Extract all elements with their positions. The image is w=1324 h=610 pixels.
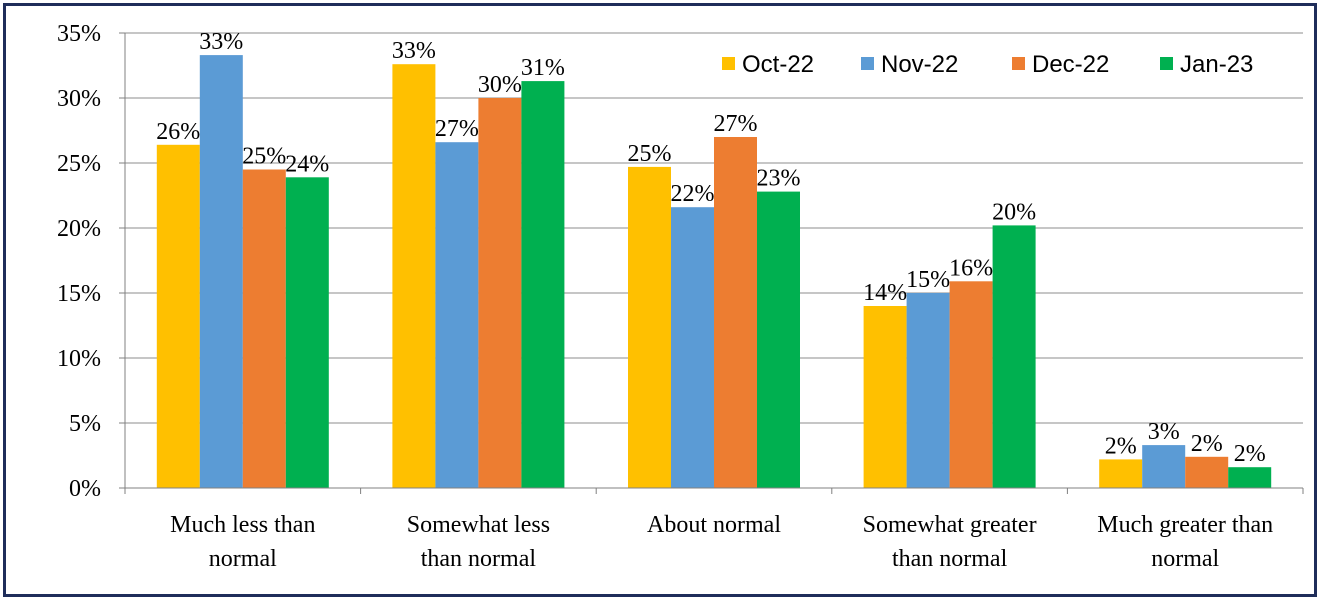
y-tick-label: 10% [57, 346, 101, 372]
y-tick-label: 0% [69, 476, 101, 502]
x-tick-label: Somewhat greater [863, 512, 1037, 538]
bar-oct-22 [392, 64, 436, 488]
x-tick-label: Much greater than [1097, 512, 1273, 538]
y-tick-label: 35% [57, 21, 101, 47]
bar-nov-22 [1142, 445, 1186, 488]
x-tick-label: than normal [421, 546, 537, 572]
bar-dec-22 [949, 281, 993, 488]
x-tick-label: normal [209, 546, 277, 572]
legend: Oct-22 Nov-22 Dec-22 Jan-23 [722, 51, 1253, 78]
y-tick-label: 30% [57, 86, 101, 112]
data-label: 23% [757, 166, 801, 192]
legend-label: Jan-23 [1180, 51, 1253, 78]
x-tick-label: Much less than [170, 512, 315, 538]
y-tick-label: 15% [57, 281, 101, 307]
data-label: 25% [242, 144, 286, 170]
legend-label: Nov-22 [881, 51, 958, 78]
legend-label: Oct-22 [742, 51, 814, 78]
data-label: 33% [392, 38, 436, 64]
data-label: 31% [521, 55, 565, 81]
data-label: 2% [1105, 433, 1137, 459]
bar-dec-22 [714, 137, 757, 488]
data-label: 15% [906, 267, 950, 293]
data-label: 16% [949, 255, 993, 281]
data-label: 26% [156, 119, 200, 145]
bar-chart: 0% 5% 10% 15% 20% 25% 30% 35% Much less than norm… [57, 21, 1304, 572]
x-tick-label: Somewhat less [407, 512, 550, 538]
data-labels: 26%33%25% 24%33%27%30%31%25%22%27%23%14% 1… [156, 29, 1265, 467]
data-label: 14% [863, 280, 907, 306]
legend-swatch-dec-22 [1012, 57, 1025, 70]
data-label: 27% [435, 116, 479, 142]
data-label: 2% [1191, 431, 1223, 457]
data-label: 20% [992, 199, 1036, 225]
chart-frame: 0% 5% 10% 15% 20% 25% 30% 35% Much less than norm… [3, 3, 1317, 597]
bar-nov-22 [199, 55, 243, 488]
bar-jan-23 [992, 225, 1036, 488]
data-label: 2% [1234, 441, 1266, 467]
bar-nov-22 [671, 207, 714, 488]
data-label: 30% [478, 72, 522, 98]
x-tick-label: About normal [647, 512, 781, 538]
bars [156, 55, 1272, 489]
data-label: 27% [714, 111, 758, 137]
bar-oct-22 [156, 144, 200, 489]
legend-swatch-oct-22 [722, 57, 735, 70]
x-tick-label: than normal [892, 546, 1008, 572]
bar-dec-22 [1185, 456, 1229, 488]
bar-oct-22 [863, 306, 907, 488]
bar-nov-22 [906, 293, 950, 488]
data-label: 24% [285, 151, 329, 177]
bar-nov-22 [435, 142, 479, 488]
bar-oct-22 [628, 166, 671, 488]
bar-jan-23 [285, 177, 329, 489]
bar-dec-22 [478, 98, 522, 488]
bar-jan-23 [757, 191, 800, 488]
legend-swatch-nov-22 [861, 57, 874, 70]
legend-swatch-jan-23 [1160, 57, 1173, 70]
data-label: 22% [671, 181, 715, 207]
bar-dec-22 [242, 169, 286, 488]
bar-jan-23 [521, 81, 565, 488]
data-label: 3% [1148, 419, 1180, 445]
bar-oct-22 [1099, 459, 1143, 488]
data-label: 25% [628, 141, 672, 167]
y-tick-label: 20% [57, 216, 101, 242]
x-tick-label: normal [1151, 546, 1219, 572]
axes: 0% 5% 10% 15% 20% 25% 30% 35% Much less than norm… [57, 21, 1304, 572]
data-label: 33% [199, 29, 243, 55]
legend-label: Dec-22 [1032, 51, 1109, 78]
bar-jan-23 [1228, 467, 1272, 488]
y-tick-label: 5% [69, 411, 101, 437]
y-tick-label: 25% [57, 151, 101, 177]
